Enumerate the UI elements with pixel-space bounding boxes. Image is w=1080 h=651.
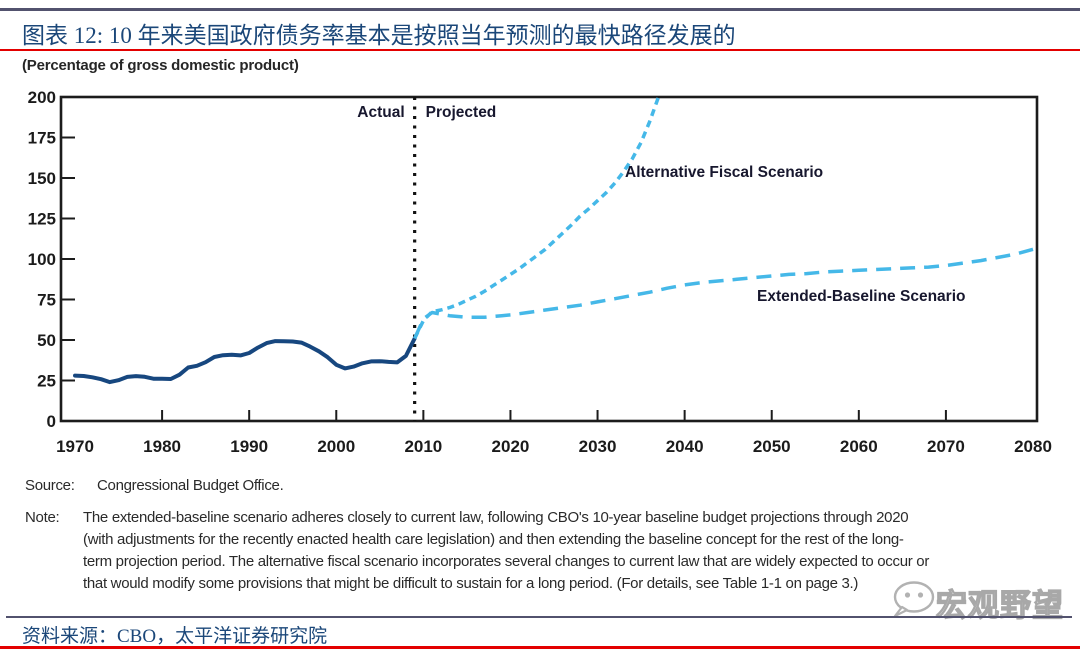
series-line-2: [413, 247, 1034, 340]
watermark: 宏观野望: [890, 580, 1080, 624]
series-line-0: [73, 336, 417, 385]
y-tick-label: 100: [28, 250, 56, 269]
x-tick-label: 2060: [840, 437, 878, 456]
source-label: Source:: [25, 477, 75, 494]
x-tick-label: 2080: [1014, 437, 1052, 456]
plot-border: [59, 95, 1039, 423]
y-tick-label: 125: [28, 210, 56, 229]
y-tick-label: 200: [28, 88, 56, 107]
x-tick-label: 2050: [753, 437, 791, 456]
y-tick-label: 175: [28, 129, 56, 148]
title-red-rule: [0, 49, 1080, 51]
x-tick-label: 1970: [56, 437, 94, 456]
x-tick-label: 1980: [143, 437, 181, 456]
figure-title: 图表 12: 10 年来美国政府债务率基本是按照当年预测的最快路径发展的: [22, 23, 736, 48]
x-tick-label: 2030: [579, 437, 617, 456]
note-block: Note: The extended-baseline scenario adh…: [25, 507, 929, 595]
actual-zone-label: Actual: [357, 104, 404, 121]
projected-zone-label: Projected: [426, 104, 497, 121]
x-tick-label: 2070: [927, 437, 965, 456]
footer-source: 资料来源：CBO，太平洋证券研究院: [22, 626, 328, 647]
footer-divider-rule: [6, 616, 1072, 618]
bottom-red-rule: [0, 646, 1080, 649]
source-text: Congressional Budget Office.: [97, 477, 284, 494]
x-tick-label: 2020: [492, 437, 530, 456]
x-tick-label: 1990: [230, 437, 268, 456]
note-lines: The extended-baseline scenario adheres c…: [83, 507, 929, 595]
series-label-2: Extended-Baseline Scenario: [757, 288, 965, 305]
note-line: that would modify some provisions that m…: [83, 575, 859, 592]
x-tick-label: 2000: [317, 437, 355, 456]
y-tick-label: 75: [37, 291, 56, 310]
y-tick-label: 150: [28, 169, 56, 188]
series-label-1: Alternative Fiscal Scenario: [625, 164, 823, 181]
x-tick-label: 2010: [404, 437, 442, 456]
watermark-text: 宏观野望: [935, 587, 1064, 623]
note-line: (with adjustments for the recently enact…: [83, 531, 904, 548]
chart-units-subtitle: (Percentage of gross domestic product): [22, 57, 299, 74]
note-line: term projection period. The alternative …: [83, 553, 930, 570]
wechat-bubble-icon: [893, 581, 935, 618]
note-line: The extended-baseline scenario adheres c…: [83, 509, 909, 526]
source-row: Source: Congressional Budget Office.: [25, 477, 284, 494]
x-tick-label: 2040: [666, 437, 704, 456]
y-tick-label: 0: [47, 412, 56, 431]
note-label: Note:: [25, 509, 60, 526]
y-tick-label: 50: [37, 331, 56, 350]
top-divider-rule: [0, 8, 1080, 11]
y-tick-label: 25: [37, 372, 56, 391]
series-line-1: [413, 96, 661, 340]
